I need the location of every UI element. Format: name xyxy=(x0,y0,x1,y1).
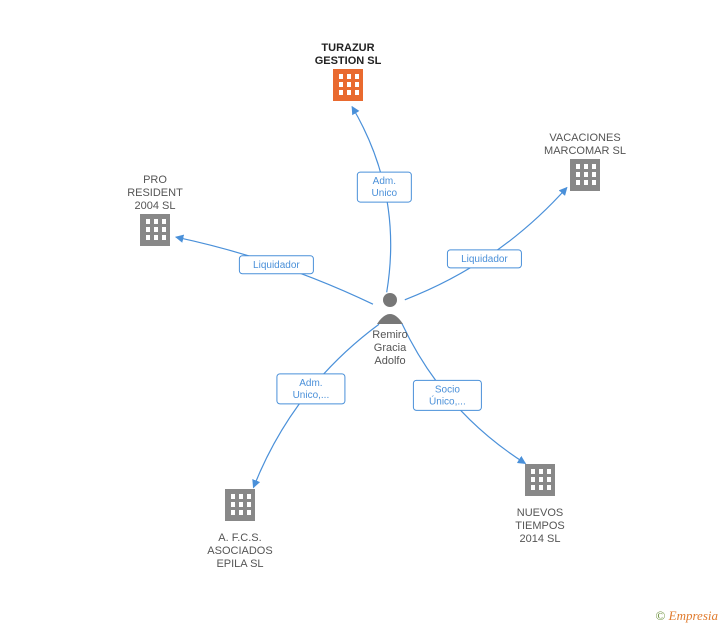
edge-label-text: Liquidador xyxy=(253,260,300,271)
edge-label-text: Unico,... xyxy=(293,390,330,401)
building-icon xyxy=(570,159,600,191)
person-icon xyxy=(377,293,403,324)
node-label: ASOCIADOS xyxy=(207,545,272,557)
node-label: 2004 SL xyxy=(135,200,176,212)
center-label: Gracia xyxy=(374,342,407,354)
center-label: Adolfo xyxy=(374,355,405,367)
node-label: NUEVOS xyxy=(517,507,563,519)
edge-afcs xyxy=(253,324,379,487)
attribution-name: Empresia xyxy=(669,608,718,623)
building-icon xyxy=(140,214,170,246)
node-label: EPILA SL xyxy=(216,558,263,570)
node-label: MARCOMAR SL xyxy=(544,145,626,157)
edge-label-text: Liquidador xyxy=(461,254,508,265)
node-label: TURAZUR xyxy=(321,42,374,54)
building-icon xyxy=(225,489,255,521)
node-label: A. F.C.S. xyxy=(218,532,261,544)
copyright-symbol: © xyxy=(656,608,666,623)
node-label: PRO xyxy=(143,174,167,186)
node-label: GESTION SL xyxy=(315,55,382,67)
edge-label-text: Adm. xyxy=(373,176,396,187)
attribution: © Empresia xyxy=(656,608,719,624)
network-diagram: Adm.UnicoLiquidadorSocioÚnico,...Adm.Uni… xyxy=(0,0,728,630)
node-label: 2014 SL xyxy=(520,533,561,545)
edge-label-text: Único,... xyxy=(429,394,466,407)
edge-label-text: Socio xyxy=(435,384,460,395)
node-label: VACACIONES xyxy=(549,132,620,144)
node-label: RESIDENT xyxy=(127,187,183,199)
edge-vacaciones xyxy=(405,188,567,300)
node-label: TIEMPOS xyxy=(515,520,565,532)
edge-label-text: Adm. xyxy=(299,378,322,389)
center-label: Remiro xyxy=(372,329,407,341)
edge-label-text: Unico xyxy=(372,188,398,199)
building-icon xyxy=(525,464,555,496)
building-icon xyxy=(333,69,363,101)
